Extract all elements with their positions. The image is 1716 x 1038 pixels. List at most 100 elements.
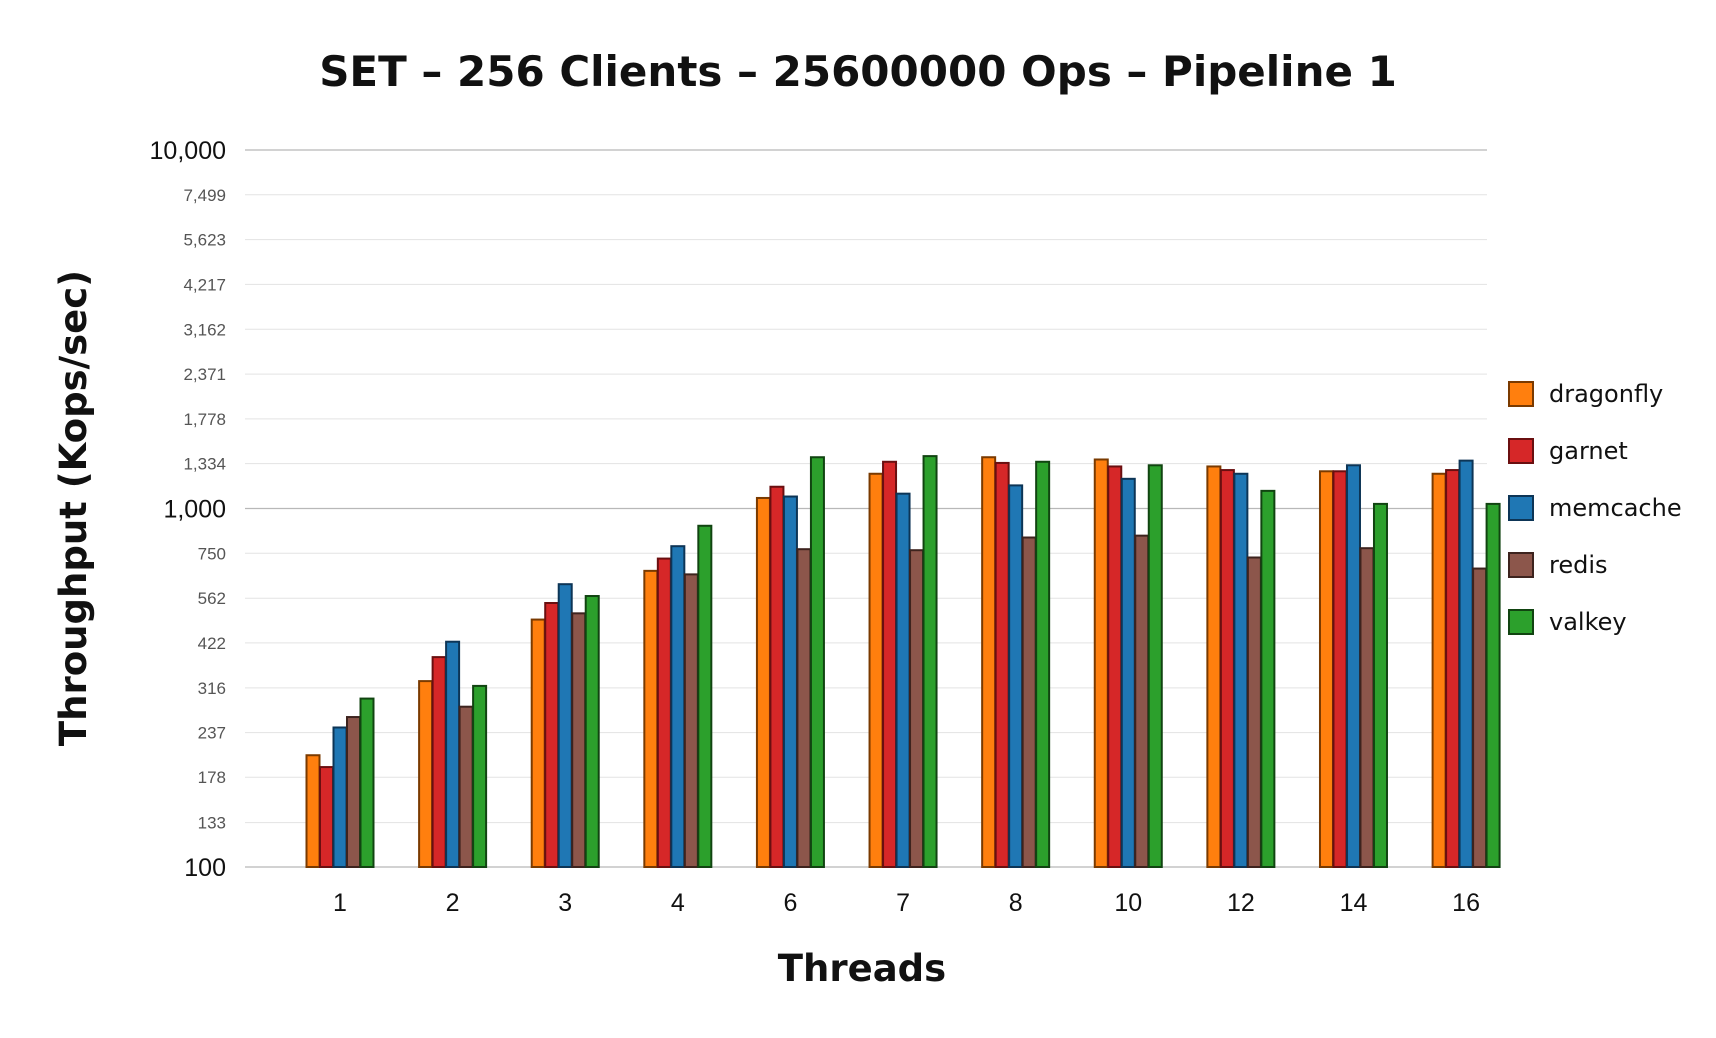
bar-dragonfly <box>643 569 659 868</box>
legend-label-valkey: valkey <box>1549 608 1627 636</box>
bar-memcache <box>895 492 911 868</box>
y-tick-label: 1,334 <box>183 455 226 474</box>
bar-valkey <box>1260 489 1276 868</box>
bar-dragonfly <box>530 618 546 868</box>
bar-valkey <box>1035 460 1051 868</box>
bar-memcache <box>670 545 686 868</box>
bar-garnet <box>1219 469 1235 868</box>
y-tick-label: 10,000 <box>150 137 226 165</box>
bar-garnet <box>431 656 447 868</box>
legend-label-redis: redis <box>1549 551 1608 579</box>
category-group <box>981 456 1051 868</box>
y-tick-label: 1,000 <box>163 496 226 524</box>
bar-memcache <box>1233 472 1249 868</box>
y-tick-label: 422 <box>198 634 226 653</box>
y-tick-label: 4,217 <box>183 275 226 294</box>
bar-garnet <box>994 461 1010 868</box>
bar-garnet <box>1332 470 1348 868</box>
y-axis-ticks: 10,000 7,499 5,623 4,217 3,162 2,371 1,778 1,33… <box>150 137 226 882</box>
y-tick-label: 562 <box>198 589 226 608</box>
bar-dragonfly <box>868 472 884 868</box>
bar-valkey <box>922 455 938 868</box>
bar-redis <box>346 716 361 869</box>
y-tick-label: 237 <box>198 724 226 743</box>
y-tick-label: 2,371 <box>183 365 226 384</box>
bar-memcache <box>1458 459 1474 868</box>
bar-redis <box>1021 536 1037 868</box>
bar-valkey <box>359 697 375 868</box>
y-tick-label: 316 <box>198 679 226 698</box>
bar-redis <box>1134 534 1150 868</box>
x-tick-label: 1 <box>333 889 347 917</box>
x-tick-label: 10 <box>1114 889 1142 917</box>
x-tick-label: 2 <box>446 889 460 917</box>
legend-swatch-dragonfly <box>1508 381 1534 407</box>
category-group <box>1206 465 1276 869</box>
bar-memcache <box>332 726 348 868</box>
bar-dragonfly <box>1206 465 1222 868</box>
y-tick-label: 133 <box>198 814 226 833</box>
legend: dragonfly garnet memcache redis valkey <box>1508 380 1682 636</box>
bar-dragonfly <box>981 456 997 868</box>
bar-garnet <box>1445 469 1461 868</box>
bar-garnet <box>882 460 898 868</box>
legend-swatch-garnet <box>1508 438 1534 464</box>
legend-swatch-redis <box>1508 552 1534 578</box>
bar-garnet <box>319 766 334 868</box>
category-group <box>418 640 488 869</box>
bars <box>305 455 1501 869</box>
bar-garnet <box>1107 465 1123 868</box>
bar-redis <box>458 705 474 868</box>
category-group <box>1318 464 1388 869</box>
y-tick-label: 100 <box>184 854 226 882</box>
bar-dragonfly <box>1093 458 1109 868</box>
x-tick-label: 4 <box>671 889 685 917</box>
bar-redis <box>909 549 925 869</box>
bar-dragonfly <box>1431 472 1447 868</box>
category-group <box>755 456 825 868</box>
bar-dragonfly <box>305 754 321 869</box>
legend-label-memcache: memcache <box>1549 494 1682 522</box>
legend-swatch-valkey <box>1508 609 1534 635</box>
x-tick-label: 7 <box>896 889 910 917</box>
bar-valkey <box>1485 502 1501 868</box>
bar-garnet <box>769 485 785 868</box>
y-tick-label: 3,162 <box>183 320 226 339</box>
legend-swatch-memcache <box>1508 495 1534 521</box>
bar-memcache <box>1345 464 1361 868</box>
bar-redis <box>683 573 699 868</box>
x-axis-ticks: 1 2 3 4 6 7 8 10 12 14 16 <box>333 889 1480 917</box>
bar-valkey <box>584 595 600 868</box>
x-tick-label: 6 <box>783 889 797 917</box>
category-group <box>1093 458 1163 868</box>
chart-title: SET – 256 Clients – 25600000 Ops – Pipel… <box>319 47 1397 96</box>
y-tick-label: 7,499 <box>183 186 226 205</box>
y-axis-title: Throughput (Kops/sec) <box>52 270 95 746</box>
legend-label-dragonfly: dragonfly <box>1549 380 1663 408</box>
bar-memcache <box>557 583 573 869</box>
category-group <box>868 455 938 869</box>
category-group <box>1431 459 1501 868</box>
legend-label-garnet: garnet <box>1549 437 1628 465</box>
bar-valkey <box>697 524 713 868</box>
bar-redis <box>1472 567 1488 868</box>
bar-valkey <box>809 456 825 868</box>
bar-dragonfly <box>418 680 434 868</box>
bar-garnet <box>544 602 560 868</box>
bar-memcache <box>1120 477 1136 868</box>
bar-redis <box>571 612 587 869</box>
bar-valkey <box>1147 464 1163 868</box>
bar-redis <box>1246 556 1262 869</box>
y-tick-label: 750 <box>198 544 226 563</box>
x-axis-title: Threads <box>778 947 946 990</box>
y-tick-label: 5,623 <box>183 231 226 250</box>
x-tick-label: 12 <box>1227 889 1255 917</box>
category-group <box>530 583 600 869</box>
y-tick-label: 178 <box>198 768 226 787</box>
bar-valkey <box>472 684 488 869</box>
bar-redis <box>796 548 812 868</box>
x-tick-label: 16 <box>1452 889 1480 917</box>
bar-memcache <box>1008 484 1024 868</box>
y-tick-label: 1,778 <box>183 410 226 429</box>
